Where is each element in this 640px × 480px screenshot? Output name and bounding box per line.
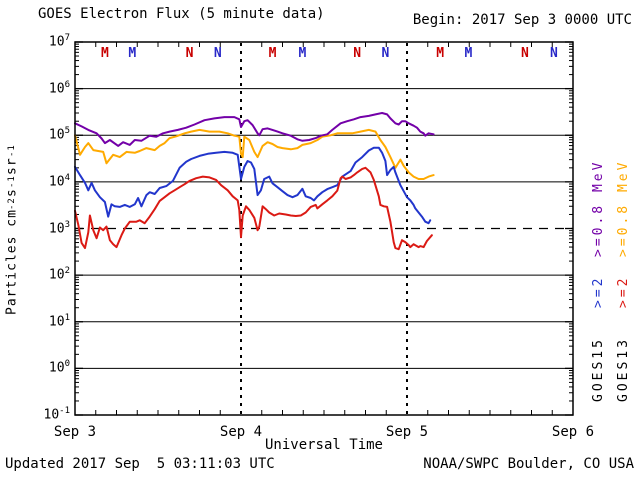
series-goes15-2-mev xyxy=(74,146,432,225)
marker-goes15-midnight: M xyxy=(299,46,307,61)
marker-goes15-noon: N xyxy=(214,46,222,61)
series-goes15-0-8-mev xyxy=(74,112,435,147)
legend-goes15-e08-label: >=0.8 MeV xyxy=(591,159,606,257)
x-tick-label-sep-4: Sep 4 xyxy=(219,424,263,440)
y-tick-label-1e2: 102 xyxy=(48,266,70,283)
marker-goes15-noon: N xyxy=(550,46,558,61)
y-tick-label-1e5: 105 xyxy=(48,126,70,143)
series-goes13-0-8-mev xyxy=(74,128,435,180)
marker-goes15-noon: N xyxy=(382,46,390,61)
marker-goes13-midnight: M xyxy=(101,46,109,61)
x-tick-label-sep-3: Sep 3 xyxy=(53,424,97,440)
legend-goes13-e2-label: >=2 xyxy=(616,275,631,309)
series-goes13-2-mev xyxy=(74,166,433,251)
y-axis-label: Particles cm -2 s -1 sr -1 xyxy=(4,144,20,316)
x-tick-label-sep-5: Sep 5 xyxy=(385,424,429,440)
legend-goes13-name: GOES13 xyxy=(616,337,631,403)
legend-goes15-e2-label: >=2 xyxy=(591,275,606,309)
y-tick-label-1e6: 106 xyxy=(48,79,70,96)
source-credit: NOAA/SWPC Boulder, CO USA xyxy=(423,456,634,472)
marker-goes13-noon: N xyxy=(521,46,529,61)
marker-goes13-noon: N xyxy=(353,46,361,61)
y-tick-label-1e-1: 10-1 xyxy=(43,406,71,423)
marker-goes15-midnight: M xyxy=(465,46,473,61)
y-tick-label-1e3: 103 xyxy=(48,219,70,236)
begin-label: Begin: 2017 Sep 3 0000 UTC xyxy=(412,12,632,28)
y-tick-label-1e1: 101 xyxy=(48,312,70,330)
x-axis-label: Universal Time xyxy=(264,437,383,453)
legend-goes13-e08-label: >=0.8 MeV xyxy=(616,159,631,257)
marker-goes13-midnight: M xyxy=(436,46,444,61)
y-tick-label-1e7: 107 xyxy=(48,33,70,50)
marker-goes13-midnight: M xyxy=(269,46,277,61)
marker-goes13-noon: N xyxy=(186,46,194,61)
y-tick-label-1e0: 100 xyxy=(48,359,70,376)
legend-goes15-name: GOES15 xyxy=(591,337,606,403)
updated-timestamp: Updated 2017 Sep 5 03:11:03 UTC xyxy=(5,456,275,472)
plot-border xyxy=(74,41,574,416)
page-title: GOES Electron Flux (5 minute data) xyxy=(38,6,325,22)
y-tick-label-1e4: 104 xyxy=(48,172,70,190)
marker-goes15-midnight: M xyxy=(128,46,136,61)
x-tick-label-sep-6: Sep 6 xyxy=(551,424,595,440)
